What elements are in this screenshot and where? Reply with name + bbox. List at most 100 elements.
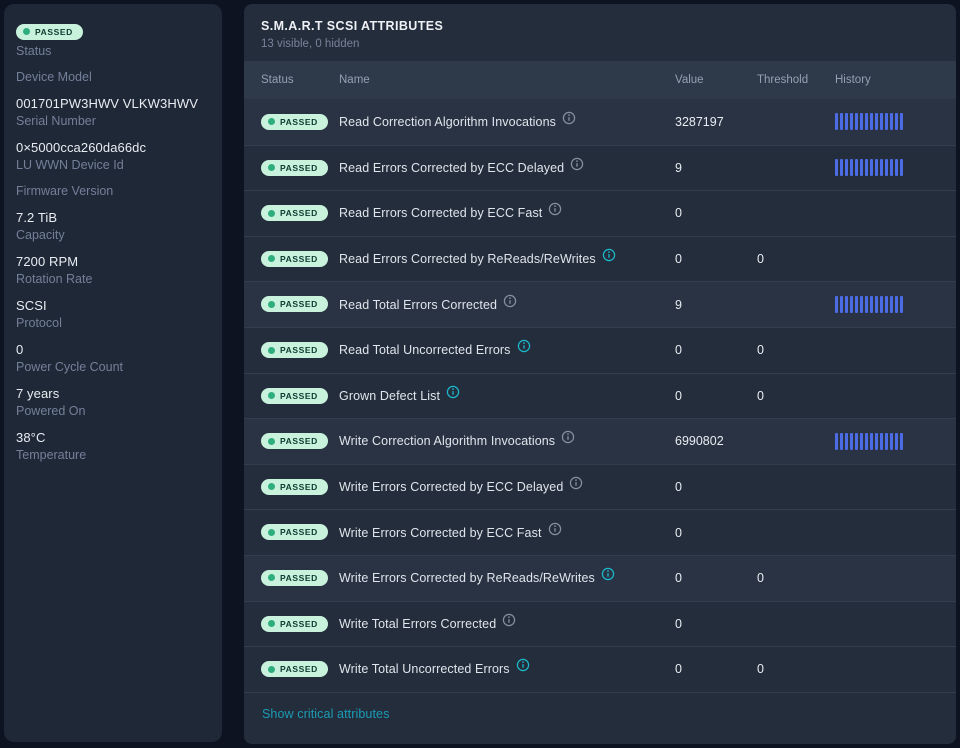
device-info-group: 0×5000cca260da66dc LU WWN Device Id (16, 139, 210, 174)
device-info-group: 7 years Powered On (16, 385, 210, 420)
attribute-name-cell: Read Errors Corrected by ECC Fast (339, 203, 675, 221)
attribute-value: 9 (675, 297, 682, 312)
history-bar (840, 432, 843, 450)
attribute-status-cell: PASSED (261, 568, 339, 588)
history-bar (855, 113, 858, 131)
history-bar (835, 296, 838, 314)
info-icon[interactable] (569, 476, 583, 490)
info-icon[interactable] (502, 613, 516, 627)
attribute-row[interactable]: PASSED Read Errors Corrected by ReReads/… (244, 235, 956, 282)
history-bar (860, 296, 863, 314)
attribute-row[interactable]: PASSED Write Total Errors Corrected 0 (244, 600, 956, 647)
status-badge: PASSED (261, 250, 328, 267)
status-badge-label: PASSED (280, 208, 318, 219)
status-badge-label: PASSED (280, 253, 318, 264)
attribute-value: 0 (675, 252, 682, 267)
device-info-label: Capacity (16, 227, 65, 242)
history-bar (870, 159, 873, 177)
info-icon[interactable] (517, 339, 531, 353)
attribute-name: Read Errors Corrected by ECC Delayed (339, 160, 565, 175)
attribute-threshold: 0 (757, 662, 764, 677)
attribute-status-cell: PASSED (261, 158, 339, 178)
info-icon[interactable] (548, 202, 562, 216)
history-bar (850, 432, 853, 450)
column-header-name: Name (339, 74, 370, 86)
history-bar (845, 296, 848, 314)
history-bar (885, 159, 888, 177)
history-bar (880, 432, 883, 450)
attribute-threshold: 0 (757, 343, 764, 358)
status-badge-label: PASSED (280, 345, 318, 356)
history-bar (895, 113, 898, 131)
status-badge: PASSED (261, 524, 328, 541)
attribute-row[interactable]: PASSED Write Errors Corrected by ReReads… (244, 554, 956, 601)
device-info-group: Device Model (16, 69, 210, 86)
status-dot-icon (268, 164, 275, 172)
info-icon[interactable] (503, 294, 517, 308)
status-badge: PASSED (261, 205, 328, 222)
status-badge: PASSED (261, 296, 328, 313)
attribute-row[interactable]: PASSED Write Errors Corrected by ECC Del… (244, 463, 956, 510)
attribute-name: Write Errors Corrected by ECC Fast (339, 525, 542, 540)
attribute-name: Read Errors Corrected by ECC Fast (339, 206, 543, 221)
device-info-group: 0 Power Cycle Count (16, 341, 210, 376)
history-sparkline (835, 159, 939, 177)
device-info-value: 001701PW3HWV VLKW3HWV (16, 95, 198, 111)
attribute-name-cell: Read Total Errors Corrected (339, 294, 675, 312)
history-bar (885, 432, 888, 450)
attribute-status-cell: PASSED (261, 614, 339, 634)
attribute-row[interactable]: PASSED Write Correction Algorithm Invoca… (244, 418, 956, 464)
attribute-value: 0 (675, 480, 682, 495)
history-bar (855, 296, 858, 314)
history-bar (900, 113, 903, 131)
attribute-history-cell (835, 432, 939, 450)
device-info-group: 7200 RPM Rotation Rate (16, 253, 210, 288)
attribute-value: 9 (675, 160, 682, 175)
device-info-label: Device Model (16, 69, 92, 84)
attribute-row[interactable]: PASSED Read Correction Algorithm Invocat… (244, 99, 956, 145)
info-icon[interactable] (446, 385, 460, 399)
attribute-status-cell: PASSED (261, 341, 339, 361)
attribute-value: 0 (675, 571, 682, 586)
status-dot-icon (23, 28, 30, 35)
info-icon[interactable] (548, 522, 562, 536)
history-bar (870, 296, 873, 314)
device-info-list: PASSED Status Device Model 001701PW3HWV … (16, 22, 210, 464)
info-icon[interactable] (516, 658, 530, 672)
history-bar (855, 159, 858, 177)
attribute-history-cell (835, 296, 939, 314)
attribute-name-cell: Write Errors Corrected by ECC Delayed (339, 476, 675, 494)
status-badge: PASSED (16, 23, 83, 40)
attribute-row[interactable]: PASSED Grown Defect List 0 0 (244, 372, 956, 419)
status-badge-label: PASSED (280, 618, 318, 629)
attribute-name: Read Total Uncorrected Errors (339, 343, 511, 358)
history-bar (865, 159, 868, 177)
info-icon[interactable] (602, 248, 616, 262)
attribute-value: 0 (675, 388, 682, 403)
info-icon[interactable] (570, 157, 584, 171)
device-info-group: 001701PW3HWV VLKW3HWV Serial Number (16, 95, 210, 130)
info-icon[interactable] (561, 430, 575, 444)
attribute-row[interactable]: PASSED Read Total Uncorrected Errors 0 0 (244, 326, 956, 373)
attribute-status-cell: PASSED (261, 249, 339, 269)
column-header-threshold: Threshold (757, 74, 809, 86)
show-critical-attributes-link[interactable]: Show critical attributes (262, 707, 390, 722)
attribute-row[interactable]: PASSED Write Errors Corrected by ECC Fas… (244, 509, 956, 555)
attribute-name: Write Total Uncorrected Errors (339, 662, 510, 677)
attribute-row[interactable]: PASSED Read Errors Corrected by ECC Dela… (244, 144, 956, 191)
attribute-row[interactable]: PASSED Write Total Uncorrected Errors 0 … (244, 646, 956, 692)
attribute-name-cell: Write Errors Corrected by ECC Fast (339, 522, 675, 540)
card-title: S.M.A.R.T SCSI ATTRIBUTES (261, 19, 444, 33)
history-bar (900, 296, 903, 314)
attribute-row[interactable]: PASSED Read Total Errors Corrected 9 (244, 281, 956, 327)
attribute-row[interactable]: PASSED Read Errors Corrected by ECC Fast… (244, 190, 956, 236)
attribute-name-cell: Read Total Uncorrected Errors (339, 340, 675, 358)
status-badge-label: PASSED (280, 299, 318, 310)
status-badge: PASSED (261, 478, 328, 495)
status-badge-label: PASSED (280, 390, 318, 401)
status-dot-icon (268, 118, 275, 126)
status-dot-icon (268, 209, 275, 217)
info-icon[interactable] (601, 567, 615, 581)
attribute-status-cell: PASSED (261, 295, 339, 315)
info-icon[interactable] (562, 111, 576, 125)
